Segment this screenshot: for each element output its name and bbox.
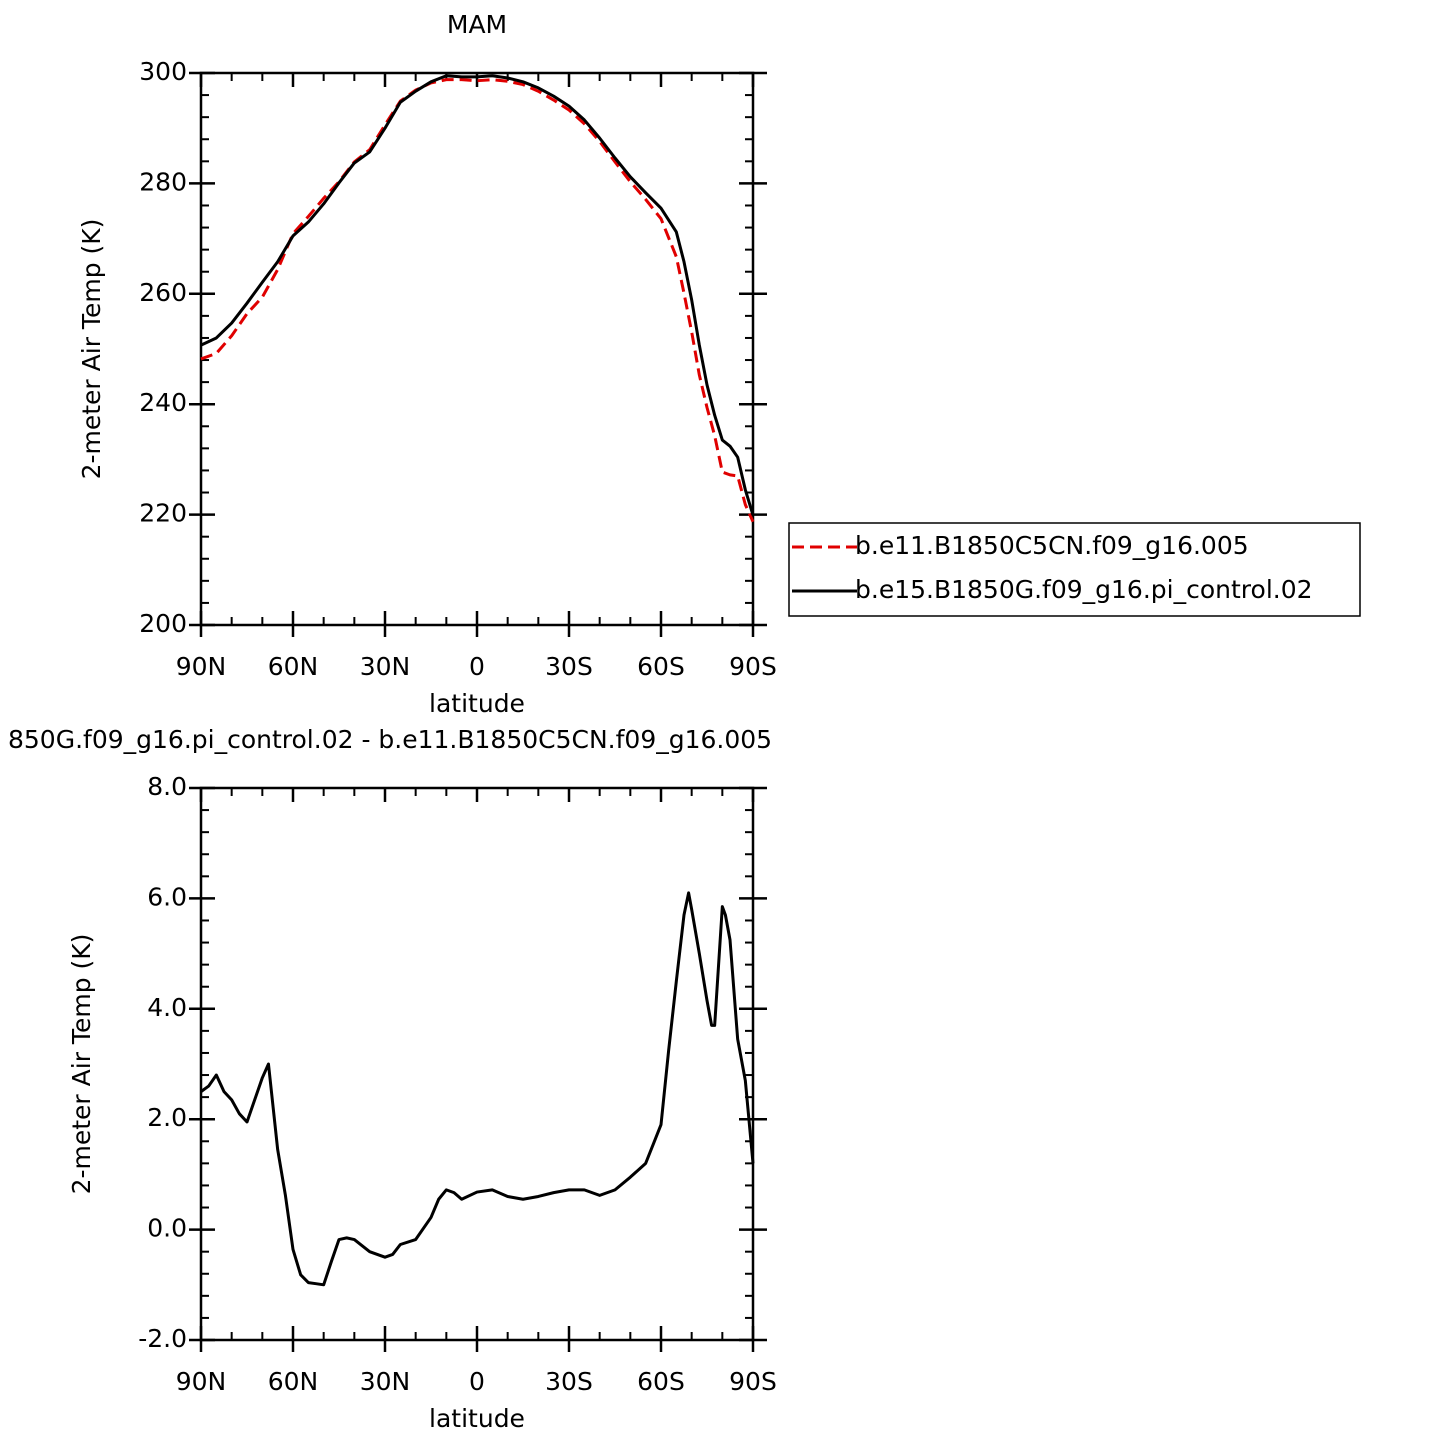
chart-title: MAM [447,10,507,39]
legend-label: b.e15.B1850G.f09_g16.pi_control.02 [855,575,1313,604]
x-tick-label: 30N [360,1367,411,1396]
y-tick-label: 0.0 [147,1214,187,1243]
data-line [200,891,755,1287]
x-tick-label: 90S [729,1367,777,1396]
y-tick-label: 4.0 [147,993,187,1022]
y-tick-label: 6.0 [147,882,187,911]
y-axis-label: 2-meter Air Temp (K) [77,219,106,480]
x-tick-label: 90S [729,652,777,681]
x-tick-label: 60N [268,1367,319,1396]
plot-frame [199,786,755,1342]
x-tick-label: 60N [268,652,319,681]
x-axis-label: latitude [429,1404,525,1433]
data-line [200,78,755,523]
y-tick-label: 240 [139,388,187,417]
y-tick-label: 200 [139,609,187,638]
y-tick-label: 280 [139,167,187,196]
y-tick-label: 220 [139,499,187,528]
x-tick-label: 90N [176,1367,227,1396]
legend-box [788,522,1361,617]
x-axis-label: latitude [429,689,525,718]
data-line [200,74,755,516]
x-tick-label: 30N [360,652,411,681]
x-tick-label: 0 [469,652,485,681]
x-tick-label: 0 [469,1367,485,1396]
y-tick-label: 2.0 [147,1103,187,1132]
y-tick-label: -2.0 [138,1324,187,1353]
y-tick-label: 8.0 [147,772,187,801]
x-tick-label: 30S [545,652,593,681]
x-tick-label: 90N [176,652,227,681]
chart-title: 850G.f09_g16.pi_control.02 - b.e11.B1850… [8,725,772,754]
y-axis-label: 2-meter Air Temp (K) [67,934,96,1195]
y-tick-label: 260 [139,278,187,307]
plot-frame [199,71,755,627]
x-tick-label: 60S [637,652,685,681]
x-tick-label: 60S [637,1367,685,1396]
x-tick-label: 30S [545,1367,593,1396]
y-tick-label: 300 [139,57,187,86]
legend-label: b.e11.B1850C5CN.f09_g16.005 [855,531,1249,560]
